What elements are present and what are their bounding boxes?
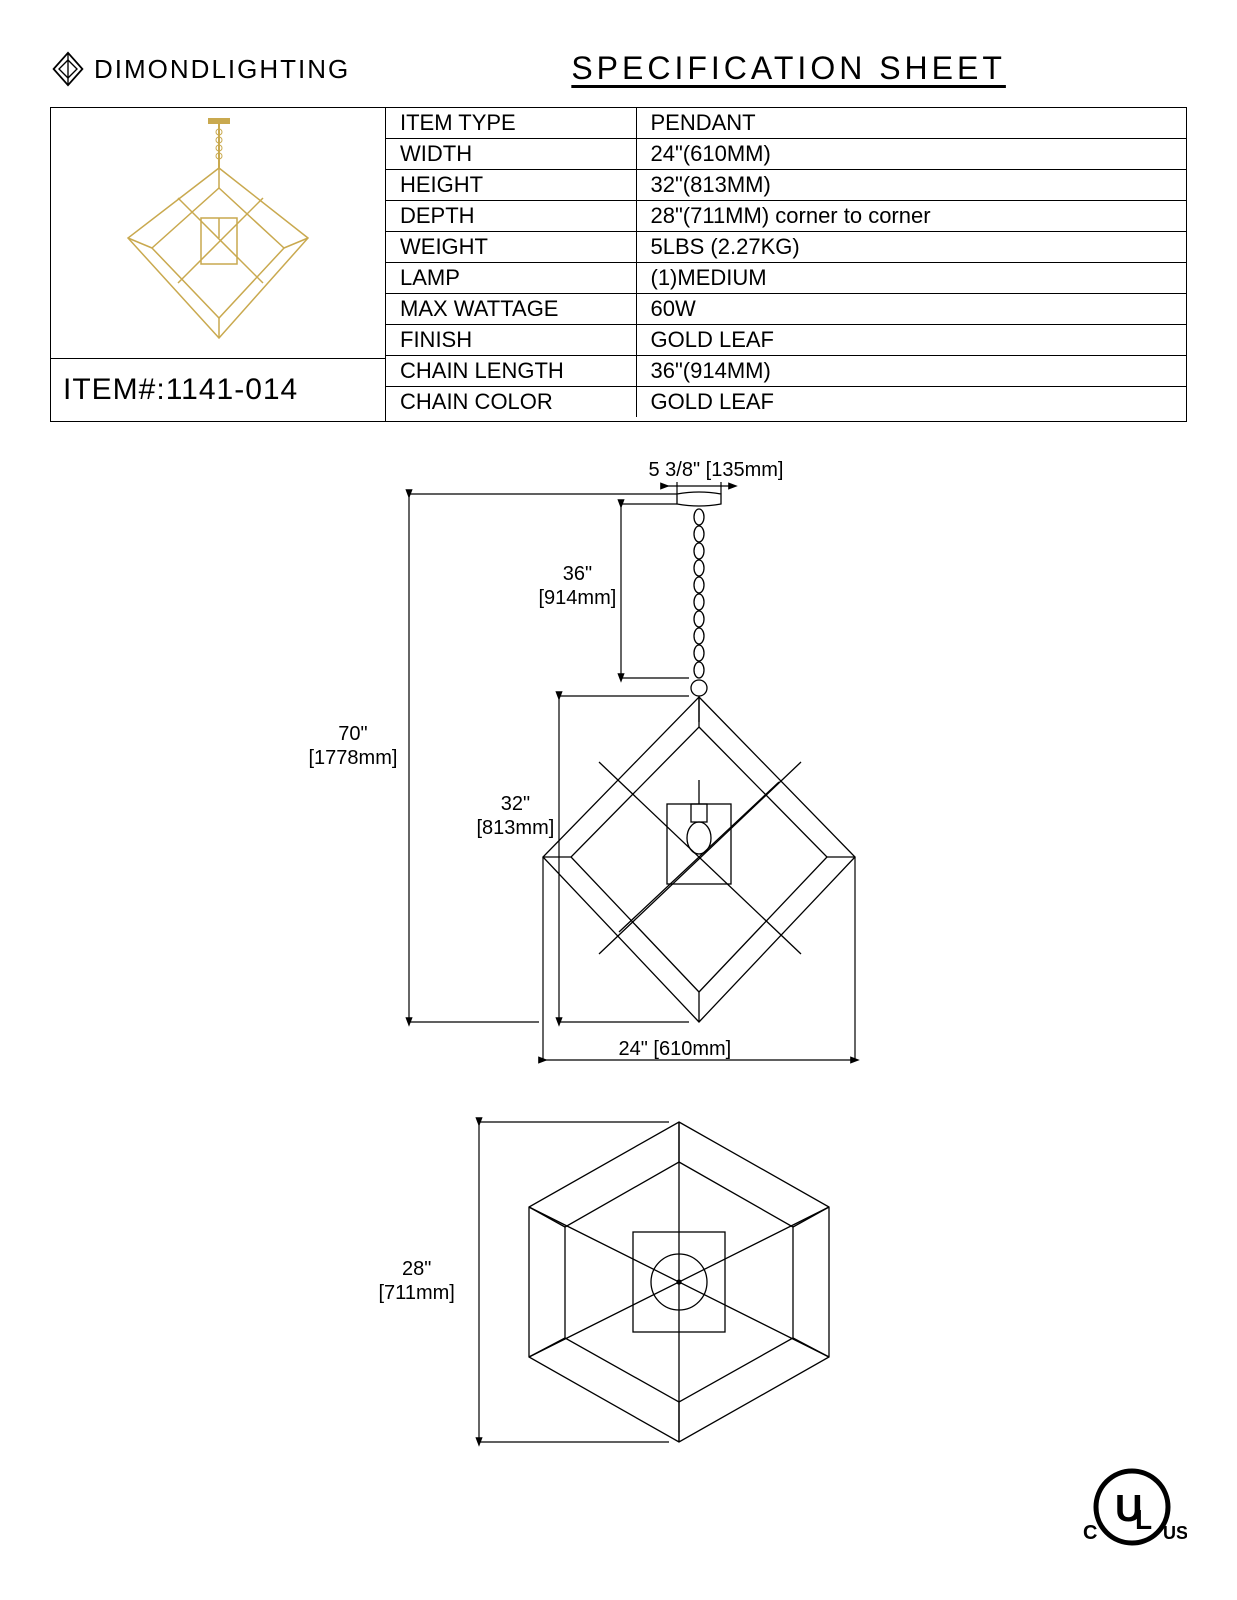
spec-row: CHAIN LENGTH 36"(914MM) <box>386 356 1186 387</box>
spec-label: LAMP <box>386 263 636 294</box>
spec-row: ITEM TYPE PENDANT <box>386 108 1186 139</box>
side-view-diagram: 5 3/8" [135mm] 36"[914mm] 70"[1778mm] 32… <box>269 462 969 1072</box>
spec-value: (1)MEDIUM <box>636 263 1186 294</box>
product-photo-cell <box>51 108 385 358</box>
spec-label: WEIGHT <box>386 232 636 263</box>
spec-value: 60W <box>636 294 1186 325</box>
spec-left-column: ITEM#:1141-014 <box>51 108 386 421</box>
spec-right-column: ITEM TYPE PENDANTWIDTH 24"(610MM)HEIGHT … <box>386 108 1186 421</box>
header: DIMONDLIGHTING SPECIFICATION SHEET <box>50 50 1187 87</box>
spec-row: DEPTH 28"(711MM) corner to corner <box>386 201 1186 232</box>
chain-dim-label: 36"[914mm] <box>539 562 617 610</box>
spec-value: 36"(914MM) <box>636 356 1186 387</box>
spec-label: CHAIN COLOR <box>386 387 636 418</box>
brand-block: DIMONDLIGHTING <box>50 51 350 87</box>
spec-value: 24"(610MM) <box>636 139 1186 170</box>
spec-label: DEPTH <box>386 201 636 232</box>
spec-block: ITEM#:1141-014 ITEM TYPE PENDANTWIDTH 24… <box>50 107 1187 422</box>
spec-row: CHAIN COLOR GOLD LEAF <box>386 387 1186 418</box>
item-number-label: ITEM#: <box>63 373 166 406</box>
spec-value: 32"(813MM) <box>636 170 1186 201</box>
spec-table: ITEM TYPE PENDANTWIDTH 24"(610MM)HEIGHT … <box>386 108 1186 417</box>
spec-row: FINISH GOLD LEAF <box>386 325 1186 356</box>
product-photo-illustration <box>88 118 348 348</box>
spec-row: LAMP (1)MEDIUM <box>386 263 1186 294</box>
spec-label: WIDTH <box>386 139 636 170</box>
ul-us: US <box>1163 1523 1187 1543</box>
brand-logo-icon <box>50 51 86 87</box>
diagrams-area: 5 3/8" [135mm] 36"[914mm] 70"[1778mm] 32… <box>50 462 1187 1462</box>
canopy-dim-label: 5 3/8" [135mm] <box>649 458 784 482</box>
width-dim-label: 24" [610mm] <box>619 1037 732 1061</box>
item-number-cell: ITEM#:1141-014 <box>51 358 385 421</box>
brand-text: DIMONDLIGHTING <box>94 54 350 85</box>
spec-value: GOLD LEAF <box>636 387 1186 418</box>
spec-label: FINISH <box>386 325 636 356</box>
spec-row: WEIGHT 5LBS (2.27KG) <box>386 232 1186 263</box>
spec-row: WIDTH 24"(610MM) <box>386 139 1186 170</box>
spec-row: MAX WATTAGE 60W <box>386 294 1186 325</box>
spec-value: 28"(711MM) corner to corner <box>636 201 1186 232</box>
item-number-value: 1141-014 <box>166 373 299 406</box>
page-title: SPECIFICATION SHEET <box>390 50 1187 87</box>
ul-c: C <box>1083 1522 1097 1544</box>
spec-label: ITEM TYPE <box>386 108 636 139</box>
depth-dim-label: 28"[711mm] <box>379 1257 455 1305</box>
brand-secondary: LIGHTING <box>211 54 350 84</box>
body-height-dim-label: 32"[813mm] <box>477 792 555 840</box>
spec-label: HEIGHT <box>386 170 636 201</box>
brand-primary: DIMOND <box>94 54 211 84</box>
spec-value: 5LBS (2.27KG) <box>636 232 1186 263</box>
svg-text:L: L <box>1135 1504 1152 1535</box>
spec-value: GOLD LEAF <box>636 325 1186 356</box>
ul-listed-mark: U L C US <box>1077 1465 1187 1560</box>
spec-label: MAX WATTAGE <box>386 294 636 325</box>
spec-row: HEIGHT 32"(813MM) <box>386 170 1186 201</box>
spec-value: PENDANT <box>636 108 1186 139</box>
spec-label: CHAIN LENGTH <box>386 356 636 387</box>
overall-dim-label: 70"[1778mm] <box>309 722 398 770</box>
top-view-diagram: 28"[711mm] <box>319 1102 919 1462</box>
